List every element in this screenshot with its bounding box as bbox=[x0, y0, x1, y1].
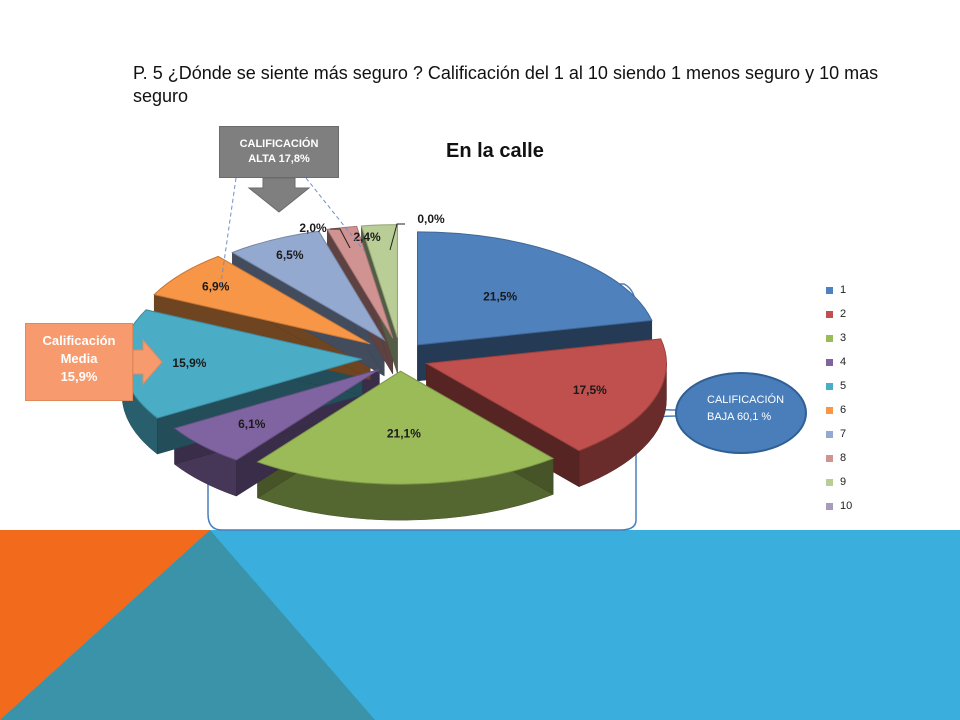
legend-label: 7 bbox=[840, 428, 847, 440]
legend-item: 10 bbox=[826, 494, 886, 518]
arrow-layer bbox=[132, 177, 366, 386]
data-label-8: 2,0% bbox=[299, 221, 327, 235]
legend-label: 4 bbox=[840, 356, 847, 368]
slice-9 bbox=[360, 224, 398, 338]
legend-item: 3 bbox=[826, 326, 886, 350]
legend-item: 1 bbox=[826, 278, 886, 302]
data-label-10: 0,0% bbox=[417, 212, 445, 226]
slice-8 bbox=[326, 225, 394, 339]
slice-2 bbox=[424, 338, 667, 452]
legend-swatch bbox=[826, 430, 833, 438]
legend-label: 3 bbox=[840, 332, 847, 344]
legend-swatch bbox=[826, 478, 833, 486]
slice-7 bbox=[231, 230, 386, 342]
callout-low-line2: BAJA 60,1 % bbox=[707, 411, 772, 423]
connector-high-right bbox=[305, 177, 366, 253]
legend-item: 4 bbox=[826, 350, 886, 374]
slice-4 bbox=[173, 368, 380, 461]
legend-swatch bbox=[826, 286, 833, 294]
connector-high-left bbox=[219, 177, 237, 291]
callout-media-line2: Media bbox=[60, 351, 98, 366]
data-label-9: 2,4% bbox=[353, 230, 381, 244]
chart-legend: 1 2 3 4 5 6 7 8 9 10 bbox=[826, 278, 886, 518]
data-label-3: 21,1% bbox=[387, 426, 421, 440]
data-label-4: 6,1% bbox=[238, 417, 266, 431]
callout-media-rating: Calificación Media 15,9% bbox=[25, 323, 133, 401]
legend-swatch bbox=[826, 382, 833, 390]
slice-3 bbox=[256, 370, 555, 485]
pie-label-layer: 21,5% 17,5% 21,1% 6,1% 15,9% 6,9% 6,5% 2,0% 2,4%… bbox=[172, 212, 607, 440]
data-label-7: 6,5% bbox=[276, 248, 304, 262]
data-label-5: 15,9% bbox=[172, 356, 206, 370]
bottom-teal-triangle bbox=[0, 530, 375, 720]
legend-item: 9 bbox=[826, 470, 886, 494]
slice-1 bbox=[417, 231, 653, 346]
legend-label: 8 bbox=[840, 452, 847, 464]
legend-label: 2 bbox=[840, 308, 847, 320]
callout-low-rating: CALIFICACIÓN BAJA 60,1 % bbox=[675, 372, 807, 454]
callout-media-line1: Calificación bbox=[42, 333, 116, 348]
callout-low-line1: CALIFICACIÓN bbox=[707, 394, 785, 406]
legend-item: 2 bbox=[826, 302, 886, 326]
legend-swatch bbox=[826, 502, 833, 510]
callout-high-rating: CALIFICACIÓN ALTA 17,8% bbox=[219, 126, 339, 178]
data-label-1: 21,5% bbox=[483, 289, 517, 303]
chart-title: En la calle bbox=[446, 140, 544, 162]
legend-label: 5 bbox=[840, 380, 847, 392]
leader-line-8 bbox=[330, 228, 351, 249]
legend-item: 7 bbox=[826, 422, 886, 446]
data-label-6: 6,9% bbox=[202, 279, 230, 293]
legend-swatch bbox=[826, 358, 833, 366]
arrow-right-media bbox=[132, 338, 163, 386]
legend-label: 10 bbox=[840, 500, 853, 512]
legend-swatch bbox=[826, 310, 833, 318]
legend-item: 8 bbox=[826, 446, 886, 470]
arrow-down-high bbox=[247, 177, 311, 213]
legend-label: 9 bbox=[840, 476, 847, 488]
pie-top-layer bbox=[121, 224, 667, 485]
legend-swatch bbox=[826, 406, 833, 414]
legend-label: 1 bbox=[840, 284, 847, 296]
callout-media-line3: 15,9% bbox=[60, 369, 98, 384]
legend-swatch bbox=[826, 334, 833, 342]
legend-label: 6 bbox=[840, 404, 847, 416]
callout-high-line2: ALTA 17,8% bbox=[248, 153, 310, 165]
legend-item: 5 bbox=[826, 374, 886, 398]
question-text: P. 5 ¿Dónde se siente más seguro ? Calif… bbox=[133, 63, 879, 106]
leader-line-10 bbox=[389, 223, 405, 251]
slice-6 bbox=[153, 255, 371, 345]
data-label-2: 17,5% bbox=[573, 383, 607, 397]
callout-high-line1: CALIFICACIÓN bbox=[239, 138, 319, 150]
legend-swatch bbox=[826, 454, 833, 462]
legend-item: 6 bbox=[826, 398, 886, 422]
